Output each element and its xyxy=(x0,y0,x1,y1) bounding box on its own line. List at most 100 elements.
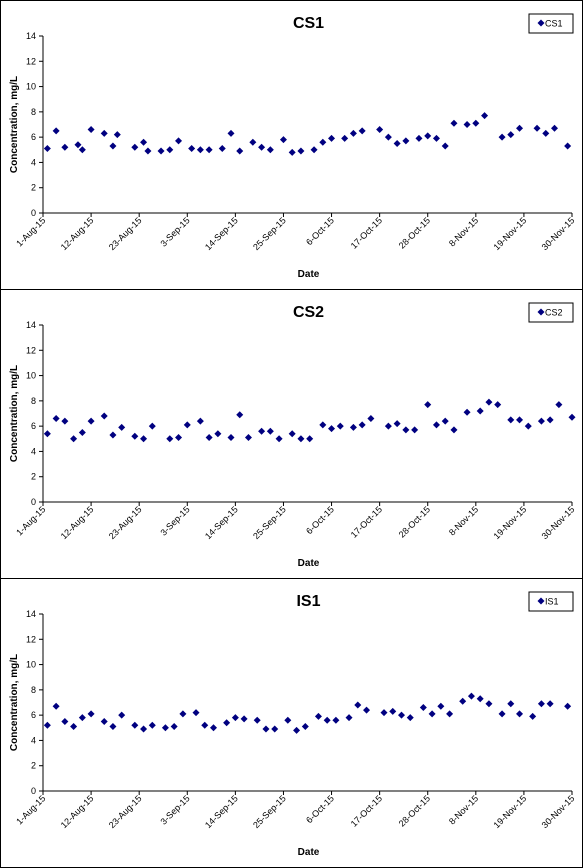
data-point xyxy=(428,710,436,718)
data-point xyxy=(284,716,292,724)
series-cs1 xyxy=(43,112,572,156)
data-point xyxy=(389,707,397,715)
y-tick-label: 10 xyxy=(26,82,36,92)
x-tick-label: 14-Sep-15 xyxy=(203,504,240,541)
x-tick-label: 14-Sep-15 xyxy=(203,215,240,252)
x-tick-label: 6-Oct-15 xyxy=(304,793,336,825)
data-point xyxy=(393,420,401,428)
data-point xyxy=(266,427,274,435)
data-point xyxy=(223,719,231,727)
data-point xyxy=(441,142,449,150)
data-point xyxy=(432,134,440,142)
x-tick-label: 25-Sep-15 xyxy=(251,793,288,830)
data-point xyxy=(564,702,572,710)
data-point xyxy=(437,702,445,710)
data-point xyxy=(170,723,178,731)
y-tick-label: 2 xyxy=(31,472,36,482)
legend-marker xyxy=(537,308,545,316)
y-tick-label: 12 xyxy=(26,345,36,355)
chart-title-cs2: CS2 xyxy=(293,304,324,321)
data-point xyxy=(118,711,126,719)
x-tick-label: 19-Nov-15 xyxy=(492,793,529,830)
legend-box xyxy=(528,13,574,34)
data-point xyxy=(258,143,266,151)
data-point xyxy=(288,430,296,438)
x-tick-label: 12-Aug-15 xyxy=(59,215,96,252)
series-cs2 xyxy=(43,398,576,443)
chart-svg-cs1: CS1 0 2 4 6 8 10 12 14 1-Aug-15 12-Aug-15 23-Aug-15… xyxy=(9,13,576,280)
data-point xyxy=(192,709,200,717)
x-tick-label: 23-Aug-15 xyxy=(107,793,144,830)
y-tick-label: 10 xyxy=(26,660,36,670)
x-tick-label: 19-Nov-15 xyxy=(492,504,529,541)
data-point xyxy=(537,700,545,708)
data-point xyxy=(568,413,576,421)
data-point xyxy=(463,408,471,416)
data-point xyxy=(533,124,541,132)
x-tick-label: 8-Nov-15 xyxy=(447,793,480,826)
x-tick-label: 28-Oct-15 xyxy=(397,793,432,828)
data-point xyxy=(236,411,244,419)
data-point xyxy=(301,723,309,731)
data-point xyxy=(384,133,392,141)
data-point xyxy=(345,714,353,722)
x-tick-label: 6-Oct-15 xyxy=(304,504,336,536)
y-tick-label: 8 xyxy=(31,396,36,406)
data-point xyxy=(450,426,458,434)
legend: CS1 xyxy=(528,13,574,34)
x-tick-label: 6-Oct-15 xyxy=(304,215,336,247)
legend-marker xyxy=(537,19,545,27)
data-point xyxy=(288,148,296,156)
data-point xyxy=(314,712,322,720)
legend-marker xyxy=(537,597,545,605)
x-tick-label: 30-Nov-15 xyxy=(540,793,577,830)
data-point xyxy=(393,139,401,147)
data-point xyxy=(459,697,467,705)
y-tick-label: 12 xyxy=(26,634,36,644)
data-point xyxy=(70,435,78,443)
chart-svg-cs2: CS2 0 2 4 6 8 10 12 14 1-Aug-15 12-Aug-15 23-Aug-15… xyxy=(9,302,577,569)
data-point xyxy=(293,726,301,734)
data-point xyxy=(258,427,266,435)
chart-panel-cs2: CS2 0 2 4 6 8 10 12 14 1-Aug-15 12-Aug-15 23-Aug-15… xyxy=(0,289,583,579)
data-point xyxy=(61,717,69,725)
data-point xyxy=(227,129,235,137)
data-point xyxy=(341,134,349,142)
data-point xyxy=(43,430,51,438)
x-tick-label: 30-Nov-15 xyxy=(540,504,577,541)
data-point xyxy=(485,700,493,708)
data-point xyxy=(446,710,454,718)
chart-title-is1: IS1 xyxy=(296,593,320,610)
data-point xyxy=(363,706,371,714)
data-point xyxy=(441,417,449,425)
data-point xyxy=(118,423,126,431)
data-point xyxy=(494,401,502,409)
data-point xyxy=(376,126,384,134)
data-point xyxy=(319,421,327,429)
legend: IS1 xyxy=(528,591,574,612)
data-point xyxy=(297,147,305,155)
x-tick-label: 25-Sep-15 xyxy=(251,504,288,541)
data-point xyxy=(109,431,117,439)
data-point xyxy=(109,142,117,150)
x-tick-label: 19-Nov-15 xyxy=(492,215,529,252)
y-axis-title: Concentration, mg/L xyxy=(9,76,20,173)
x-tick-label: 1-Aug-15 xyxy=(14,504,47,537)
x-tick-label: 23-Aug-15 xyxy=(107,215,144,252)
data-point xyxy=(507,700,515,708)
data-point xyxy=(332,716,340,724)
data-point xyxy=(183,421,191,429)
data-point xyxy=(131,721,139,729)
data-point xyxy=(87,126,95,134)
data-point xyxy=(148,422,156,430)
data-point xyxy=(244,434,252,442)
data-point xyxy=(100,717,108,725)
data-point xyxy=(262,725,270,733)
data-point xyxy=(498,133,506,141)
y-tick-label: 0 xyxy=(31,208,36,218)
y-tick-label: 2 xyxy=(31,761,36,771)
data-point xyxy=(140,725,148,733)
y-tick-label: 6 xyxy=(31,710,36,720)
data-point xyxy=(61,417,69,425)
data-point xyxy=(52,127,60,135)
